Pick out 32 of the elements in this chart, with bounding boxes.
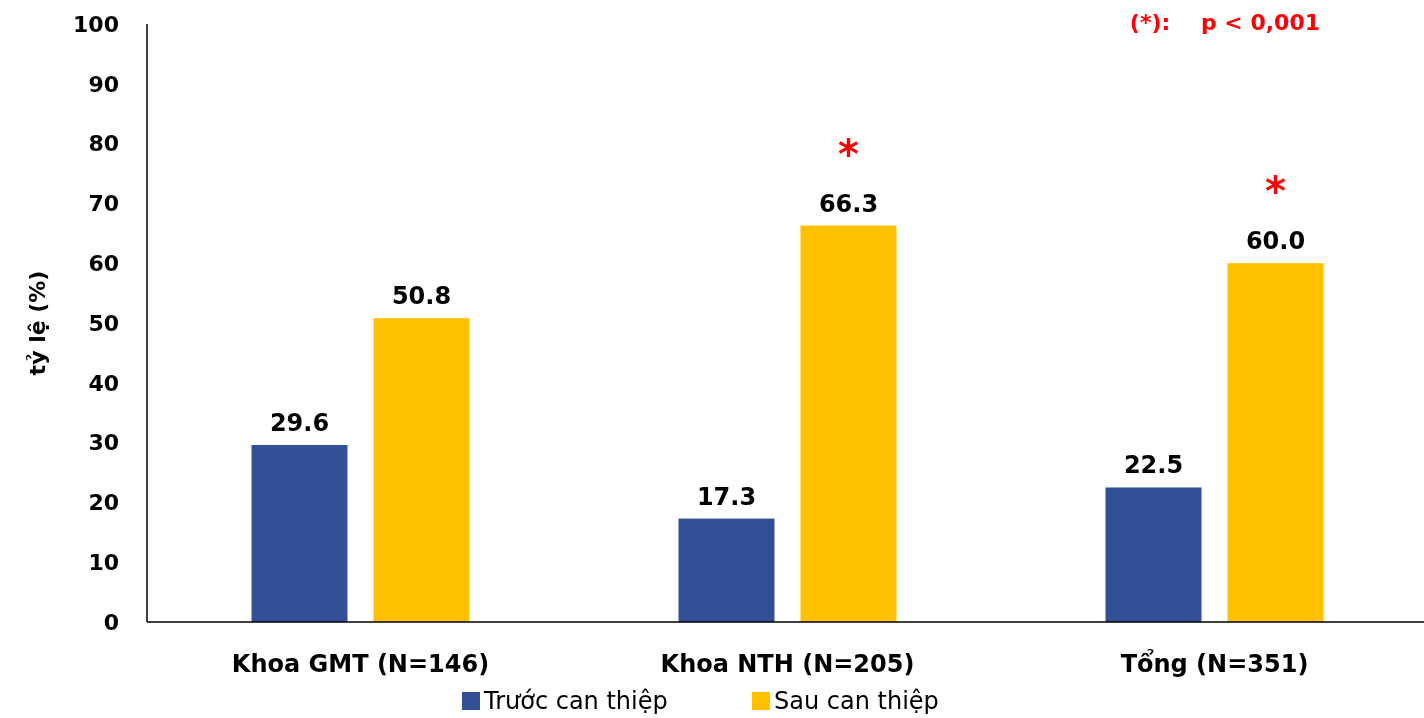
legend-label: Trước can thiệp xyxy=(483,687,668,715)
y-tick-label: 40 xyxy=(88,370,119,396)
legend-label: Sau can thiệp xyxy=(774,687,939,715)
y-tick-label: 100 xyxy=(73,11,119,37)
x-tick-label: Khoa GMT (N=146) xyxy=(231,650,490,678)
annotation: * xyxy=(838,130,860,177)
y-tick-label: 20 xyxy=(88,490,119,516)
x-tick-label: Khoa NTH (N=205) xyxy=(660,650,915,678)
y-tick-label: 70 xyxy=(88,191,119,217)
text: 66.3 xyxy=(818,189,879,218)
annotation: * xyxy=(1265,168,1287,215)
bar xyxy=(1105,487,1202,622)
bar xyxy=(678,518,775,622)
y-axis-title: tỷ lệ (%) xyxy=(25,270,50,376)
y-tick-label: 10 xyxy=(88,549,119,575)
bar xyxy=(373,318,470,622)
bar xyxy=(251,444,348,622)
text: 50.8 xyxy=(391,282,452,311)
y-tick-label: 60 xyxy=(88,250,119,276)
y-tick-label: 80 xyxy=(88,131,119,157)
bar xyxy=(800,225,897,622)
y-tick-label: 30 xyxy=(88,430,119,456)
y-tick-label: 50 xyxy=(88,310,119,336)
text: 22.5 xyxy=(1123,451,1184,480)
y-tick-label: 90 xyxy=(88,71,119,97)
text: 60.0 xyxy=(1245,227,1306,256)
bar xyxy=(1227,263,1324,622)
annotation: (*): p < 0,001 xyxy=(1129,10,1320,35)
x-tick-label: Tổng (N=351) xyxy=(1120,648,1309,678)
text: 17.3 xyxy=(696,482,757,511)
y-tick-label: 0 xyxy=(103,609,119,635)
text: 29.6 xyxy=(269,408,330,437)
